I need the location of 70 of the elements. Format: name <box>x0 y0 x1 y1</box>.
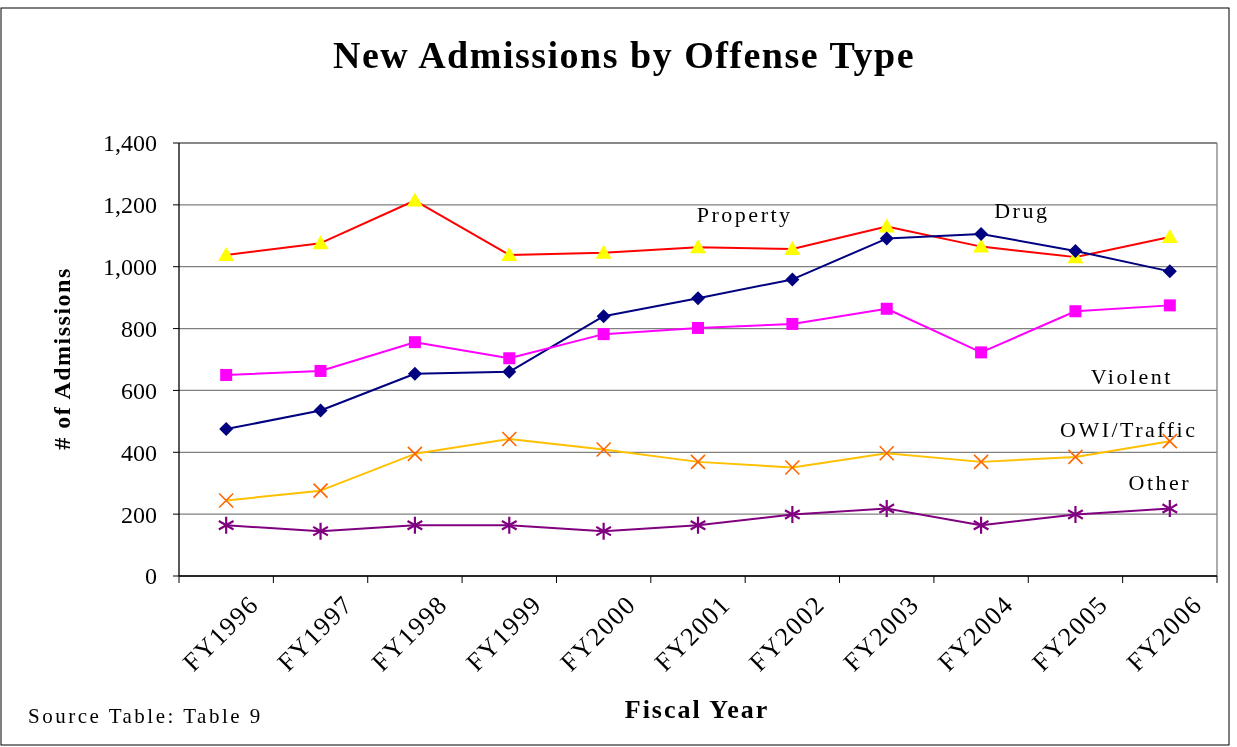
text: Violent <box>1090 363 1173 389</box>
series-label: OWI/Traffic <box>1060 416 1198 442</box>
point <box>1161 229 1178 244</box>
point <box>690 516 706 534</box>
point <box>784 241 801 256</box>
point <box>314 364 327 377</box>
y-tick-label: 1,000 <box>103 254 157 281</box>
point <box>785 272 800 287</box>
point <box>218 492 234 509</box>
point <box>690 454 706 470</box>
point <box>596 309 611 324</box>
point <box>218 516 235 534</box>
point <box>501 431 518 447</box>
point <box>408 336 421 349</box>
point <box>690 239 706 254</box>
point <box>1067 449 1084 465</box>
y-tick-label: 0 <box>145 563 157 590</box>
point <box>220 368 233 381</box>
point <box>503 352 516 365</box>
point <box>973 516 989 534</box>
y-tick-label: 200 <box>121 501 157 528</box>
point <box>973 238 990 253</box>
chart-title: New Admissions by Offense Type <box>333 34 915 76</box>
point <box>312 522 329 540</box>
point <box>1162 264 1177 279</box>
point <box>218 246 235 261</box>
point <box>406 192 423 207</box>
point <box>1068 243 1083 258</box>
point <box>501 516 518 534</box>
y-tick-label: 1,200 <box>103 192 157 219</box>
point <box>1069 305 1082 318</box>
point <box>691 291 705 306</box>
point <box>595 522 612 540</box>
point <box>312 235 329 250</box>
point <box>878 445 895 462</box>
series-label: Other <box>1128 469 1192 495</box>
point <box>502 364 517 379</box>
point <box>407 516 423 534</box>
point <box>407 446 423 462</box>
source-note: Source Table: Table 9 <box>28 704 263 728</box>
point <box>219 422 234 437</box>
point <box>1163 299 1176 312</box>
y-tick-label: 600 <box>121 377 157 404</box>
point <box>407 366 422 381</box>
point <box>597 328 610 341</box>
point <box>878 500 895 518</box>
point <box>975 346 988 359</box>
point <box>312 482 329 499</box>
point <box>501 246 518 261</box>
y-tick-label: 800 <box>121 315 157 342</box>
point <box>880 302 893 315</box>
point <box>692 321 704 334</box>
point <box>973 454 989 470</box>
x-axis-title: Fiscal Year <box>624 695 770 724</box>
point <box>1067 505 1084 523</box>
point <box>878 218 895 233</box>
point <box>313 403 328 418</box>
point <box>784 505 801 523</box>
point <box>595 244 612 259</box>
y-tick-label: 1,400 <box>103 130 157 157</box>
series-label: Drug <box>994 197 1050 223</box>
point <box>595 441 612 458</box>
series-label: Property <box>696 201 793 227</box>
y-axis-title: # of Admissions <box>49 267 75 450</box>
point <box>784 459 801 476</box>
point <box>879 231 894 246</box>
point <box>974 226 989 241</box>
point <box>786 317 799 330</box>
y-tick-label: 400 <box>121 439 157 466</box>
point <box>1161 500 1178 518</box>
